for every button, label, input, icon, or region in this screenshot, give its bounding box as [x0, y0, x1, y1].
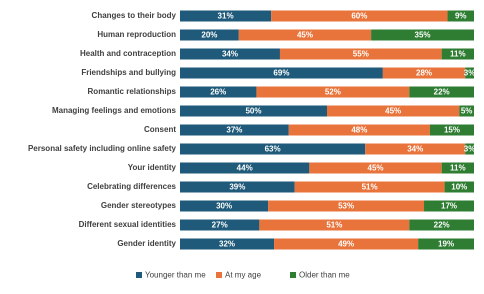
- bar-segment: [365, 143, 466, 155]
- legend-swatch: [136, 272, 142, 278]
- category-label: Managing feelings and emotions: [52, 106, 177, 115]
- category-label: Your identity: [128, 163, 177, 172]
- value-label: 44%: [237, 164, 253, 173]
- value-label: 49%: [338, 240, 354, 249]
- bar-segment: [180, 10, 272, 22]
- legend-label: Older than me: [299, 271, 350, 280]
- bar-segment: [444, 181, 474, 193]
- bar-segment: [180, 162, 310, 174]
- bar-segment: [409, 219, 474, 231]
- bar-segment: [180, 67, 383, 79]
- bar-segment: [180, 48, 280, 60]
- value-label: 60%: [351, 12, 367, 21]
- bar-segment: [180, 200, 269, 212]
- bar-segment: [371, 29, 474, 41]
- value-label: 45%: [368, 164, 384, 173]
- legend-label: Younger than me: [145, 271, 206, 280]
- bar-segment: [441, 162, 474, 174]
- category-label: Personal safety including online safety: [28, 144, 177, 153]
- value-label: 3%: [464, 145, 476, 154]
- value-label: 5%: [461, 107, 473, 116]
- bar-segment: [180, 86, 257, 98]
- bar-segment: [429, 124, 474, 136]
- value-label: 31%: [218, 12, 234, 21]
- value-label: 51%: [326, 221, 342, 230]
- value-label: 30%: [216, 202, 232, 211]
- value-label: 53%: [338, 202, 354, 211]
- bar-segment: [180, 29, 239, 41]
- category-label: Consent: [144, 125, 176, 134]
- category-label: Celebrating differences: [87, 182, 176, 191]
- value-label: 22%: [434, 221, 450, 230]
- bar-segment: [180, 105, 327, 117]
- category-label: Romantic relationships: [88, 87, 177, 96]
- value-label: 63%: [265, 145, 281, 154]
- value-label: 28%: [416, 69, 432, 78]
- category-label: Friendships and bullying: [81, 68, 176, 77]
- bar-segment: [288, 124, 430, 136]
- value-label: 19%: [438, 240, 454, 249]
- category-label: Changes to their body: [92, 11, 177, 20]
- bar-segment: [309, 162, 442, 174]
- bar-segment: [238, 29, 372, 41]
- bar-segment: [459, 105, 474, 117]
- bar-segment: [465, 67, 474, 79]
- value-label: 39%: [229, 183, 245, 192]
- bar-segment: [271, 10, 448, 22]
- value-label: 45%: [297, 31, 313, 40]
- value-label: 3%: [464, 69, 476, 78]
- bar-segment: [180, 238, 275, 250]
- bar-segment: [279, 48, 442, 60]
- bar-segment: [418, 238, 474, 250]
- value-label: 11%: [450, 164, 466, 173]
- category-label: Gender stereotypes: [101, 201, 177, 210]
- value-label: 52%: [325, 88, 341, 97]
- value-label: 69%: [273, 69, 289, 78]
- bar-segment: [294, 181, 445, 193]
- value-label: 45%: [385, 107, 401, 116]
- value-label: 15%: [444, 126, 460, 135]
- bar-segment: [327, 105, 460, 117]
- value-label: 11%: [450, 50, 466, 59]
- value-label: 20%: [201, 31, 217, 40]
- bar-segment: [180, 124, 289, 136]
- bar-segment: [382, 67, 466, 79]
- bar-segment: [441, 48, 474, 60]
- value-label: 55%: [353, 50, 369, 59]
- bar-segment: [424, 200, 474, 212]
- value-label: 32%: [219, 240, 235, 249]
- value-label: 27%: [212, 221, 228, 230]
- bar-segment: [180, 181, 295, 193]
- category-label: Health and contraception: [80, 49, 176, 58]
- value-label: 26%: [210, 88, 226, 97]
- value-label: 34%: [222, 50, 238, 59]
- bar-segment: [447, 10, 474, 22]
- value-label: 51%: [362, 183, 378, 192]
- legend-label: At my age: [225, 271, 262, 280]
- legend-swatch: [216, 272, 222, 278]
- bar-segment: [465, 143, 474, 155]
- category-label: Different sexual identities: [79, 220, 177, 229]
- value-label: 9%: [455, 12, 467, 21]
- legend-swatch: [290, 272, 296, 278]
- bar-segment: [180, 219, 260, 231]
- bar-segment: [256, 86, 410, 98]
- category-label: Human reproduction: [97, 30, 176, 39]
- category-label: Gender identity: [117, 239, 176, 248]
- bar-segment: [259, 219, 410, 231]
- value-label: 10%: [451, 183, 467, 192]
- value-label: 17%: [441, 202, 457, 211]
- value-label: 50%: [245, 107, 261, 116]
- bar-segment: [409, 86, 474, 98]
- bar-segment: [180, 143, 366, 155]
- value-label: 48%: [351, 126, 367, 135]
- value-label: 35%: [415, 31, 431, 40]
- value-label: 34%: [407, 145, 423, 154]
- bar-segment: [268, 200, 425, 212]
- bar-segment: [274, 238, 419, 250]
- value-label: 37%: [226, 126, 242, 135]
- value-label: 22%: [434, 88, 450, 97]
